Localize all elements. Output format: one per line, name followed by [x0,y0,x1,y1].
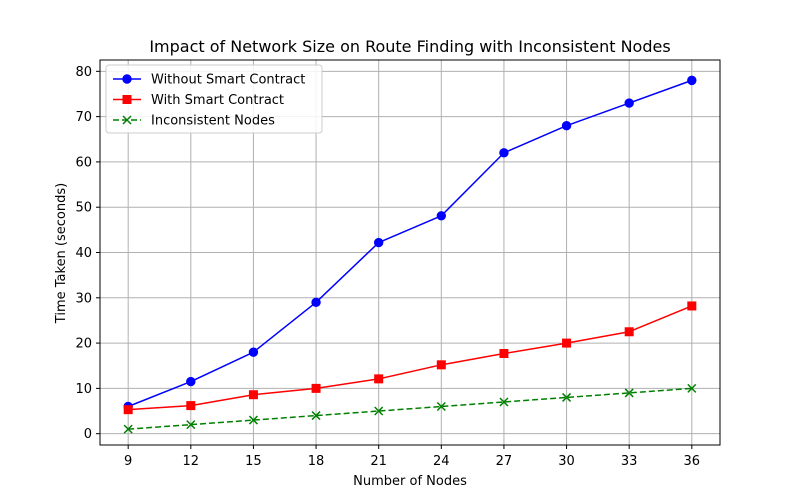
x-tick-label: 9 [124,454,132,469]
data-point-with-smart-contract [499,349,509,359]
y-tick-label: 30 [75,291,92,306]
x-marker-stroke [687,383,697,393]
legend-item-with-smart-contract: With Smart Contract [113,93,284,108]
x-tick-label: 27 [496,454,513,469]
data-point-without-smart-contract [248,347,259,357]
data-point-with-smart-contract [248,390,258,400]
x-marker-stroke [562,392,572,402]
x-marker-stroke [311,411,321,421]
series-inconsistent-nodes [123,383,697,434]
x-tick-label: 21 [370,454,387,469]
data-point-inconsistent-nodes [186,420,196,430]
legend: Without Smart Contract With Smart Contrac… [105,64,323,134]
y-tick-label: 40 [75,246,92,261]
x-marker-stroke [123,424,133,434]
y-tick-label: 50 [75,201,92,216]
y-tick-label: 80 [75,65,92,80]
data-point-without-smart-contract [311,297,321,308]
data-point-inconsistent-nodes [248,415,258,425]
data-point-without-smart-contract [624,98,634,108]
legend-marker [122,74,132,84]
x-tick-label: 36 [684,454,701,469]
x-tick-label: 30 [558,454,575,469]
data-point-with-smart-contract [687,301,697,311]
tick-group: 9 12 15 18 21 24 27 30 33 36 0 10 20 30 40 50 60 70 80 [75,65,700,469]
data-point-inconsistent-nodes [687,383,697,393]
data-point-with-smart-contract [562,338,572,348]
data-point-with-smart-contract [624,327,634,337]
y-tick-label: 10 [75,382,92,397]
legend-item-without-smart-contract: Without Smart Contract [113,73,305,88]
x-tick-label: 12 [183,454,200,469]
series-line-with-smart-contract [128,305,693,411]
x-tick-label: 24 [433,454,450,469]
legend-marker [122,95,132,104]
data-point-without-smart-contract [436,211,447,221]
data-point-inconsistent-nodes [499,397,509,407]
x-marker-stroke [122,115,132,125]
data-point-without-smart-contract [687,75,697,86]
data-point-inconsistent-nodes [123,424,133,434]
x-axis-label: Number of Nodes [353,474,467,489]
series-group [123,75,697,434]
y-tick-label: 20 [75,337,92,352]
legend-item-inconsistent-nodes: Inconsistent Nodes [113,114,275,129]
data-point-without-smart-contract [499,148,509,158]
legend-label: Without Smart Contract [151,73,305,88]
data-point-without-smart-contract [373,237,384,248]
x-marker-stroke [624,388,634,398]
legend-box [105,64,323,134]
data-point-with-smart-contract [186,401,196,411]
data-point-without-smart-contract [561,120,572,131]
x-marker-stroke [436,401,446,412]
data-point-with-smart-contract [436,360,446,370]
y-tick-label: 70 [75,110,92,125]
data-point-inconsistent-nodes [624,388,634,398]
y-axis-label: Time Taken (seconds) [54,183,69,324]
x-marker-stroke [186,420,196,430]
data-point-without-smart-contract [186,376,196,387]
series-line-without-smart-contract [127,79,693,408]
data-point-inconsistent-nodes [311,411,321,421]
x-marker-stroke [374,406,384,416]
data-point-with-smart-contract [123,405,133,415]
x-marker-stroke [248,415,258,425]
x-marker-stroke [499,397,509,407]
chart-title: Impact of Network Size on Route Finding … [149,37,670,56]
data-point-inconsistent-nodes [436,401,446,412]
series-with-smart-contract [123,301,697,415]
y-tick-label: 0 [84,427,92,442]
data-point-with-smart-contract [374,374,384,384]
legend-marker [122,115,132,125]
y-tick-label: 60 [75,155,92,170]
data-point-inconsistent-nodes [374,406,384,416]
series-line-inconsistent-nodes [128,387,692,430]
legend-label: Inconsistent Nodes [151,114,275,129]
data-point-inconsistent-nodes [562,392,572,402]
x-tick-label: 15 [245,454,262,469]
legend-label: With Smart Contract [151,93,284,108]
x-tick-label: 18 [308,454,325,469]
data-point-with-smart-contract [311,383,321,393]
x-tick-label: 33 [621,454,638,469]
